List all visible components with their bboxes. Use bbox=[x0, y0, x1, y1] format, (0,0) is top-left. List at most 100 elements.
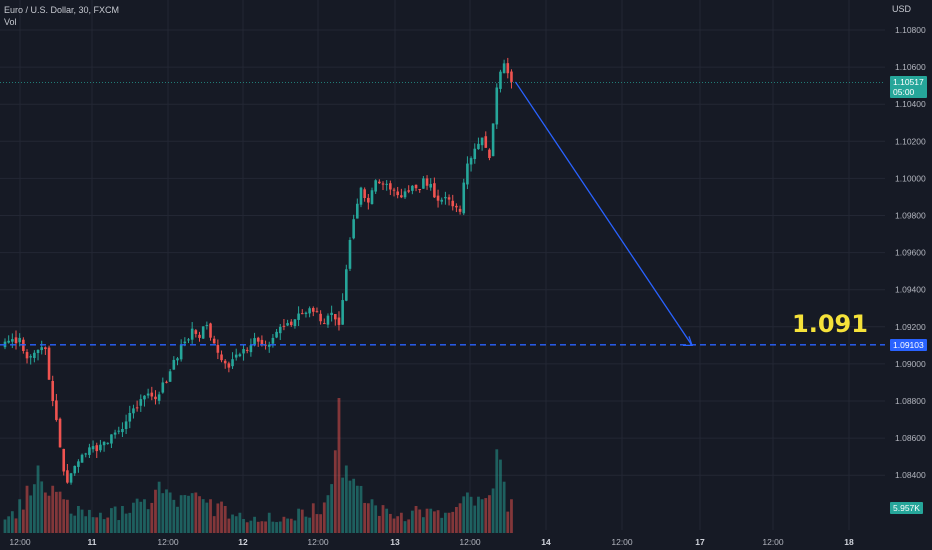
volume-bar bbox=[282, 516, 286, 533]
price-tick-label: 1.09000 bbox=[895, 359, 926, 369]
candle-body bbox=[62, 448, 66, 472]
volume-bar bbox=[432, 511, 436, 533]
time-tick-label: 14 bbox=[541, 537, 551, 547]
volume-bar bbox=[304, 516, 308, 533]
volume-bar bbox=[388, 513, 392, 533]
time-tick-label: 11 bbox=[88, 537, 97, 547]
candle-body bbox=[58, 418, 62, 448]
candle-body bbox=[381, 183, 385, 185]
volume-bar bbox=[462, 496, 466, 533]
volume-bar bbox=[477, 496, 480, 533]
volume-bar bbox=[300, 509, 304, 533]
price-axis[interactable]: 1.10800 1.10600 1.10400 1.10200 1.10000 1.098… bbox=[895, 25, 926, 480]
candle-body bbox=[7, 340, 10, 343]
candle-body bbox=[198, 334, 201, 338]
volume-indicator-label[interactable]: Vol bbox=[4, 17, 17, 27]
candle-body bbox=[469, 158, 473, 165]
volume-bar bbox=[25, 485, 29, 533]
volume-bar bbox=[80, 509, 84, 533]
volume-bar bbox=[322, 502, 326, 533]
volume-bars bbox=[3, 398, 513, 533]
volume-bar bbox=[469, 496, 473, 533]
candle-body bbox=[249, 345, 253, 353]
volume-bar bbox=[275, 522, 278, 533]
volume-bar bbox=[410, 510, 414, 533]
symbol-title[interactable]: Euro / U.S. Dollar, 30, FXCM bbox=[4, 5, 120, 15]
volume-bar bbox=[440, 517, 444, 533]
target-annotation-label[interactable]: 1.091 bbox=[792, 310, 868, 338]
candle-body bbox=[433, 183, 436, 198]
candle-body bbox=[106, 442, 110, 444]
volume-bar bbox=[201, 499, 205, 533]
volume-bar bbox=[124, 513, 128, 533]
volume-bar bbox=[333, 450, 337, 533]
volume-bar bbox=[480, 499, 484, 533]
candle-body bbox=[102, 441, 106, 446]
candle-body bbox=[322, 323, 326, 325]
volume-bar bbox=[179, 495, 183, 533]
volume-bar bbox=[190, 493, 194, 533]
price-tick-label: 1.10200 bbox=[895, 136, 926, 146]
time-tick-label: 12:00 bbox=[762, 537, 784, 547]
candle-body bbox=[348, 239, 352, 269]
volume-bar bbox=[359, 485, 363, 533]
volume-bar bbox=[212, 516, 216, 533]
candle-body bbox=[80, 454, 84, 463]
candle-body bbox=[278, 326, 282, 334]
volume-bar bbox=[385, 508, 389, 533]
time-axis[interactable]: 12:00 11 12:00 12 12:00 13 12:00 14 12:00 17 12:00… bbox=[9, 537, 854, 547]
volume-bar bbox=[10, 511, 14, 533]
candle-body bbox=[190, 328, 194, 340]
volume-bar bbox=[425, 508, 429, 533]
volume-bar bbox=[381, 505, 385, 533]
candle-body bbox=[209, 323, 212, 338]
volume-bar bbox=[161, 493, 165, 533]
volume-bar bbox=[429, 508, 433, 533]
volume-bar bbox=[447, 512, 451, 533]
candle-body bbox=[25, 352, 29, 359]
volume-bar bbox=[271, 521, 275, 533]
price-tick-label: 1.09400 bbox=[895, 285, 926, 295]
candle-body bbox=[286, 323, 289, 326]
projection-arrow-line[interactable] bbox=[514, 81, 693, 346]
candle-body bbox=[176, 358, 179, 361]
candle-body bbox=[510, 71, 513, 82]
candle-body bbox=[91, 446, 95, 450]
candle-body bbox=[194, 330, 198, 334]
candle-body bbox=[326, 315, 330, 325]
projection-arrow-head bbox=[683, 336, 693, 346]
volume-bar bbox=[370, 499, 374, 533]
volume-bar bbox=[297, 508, 300, 533]
volume-bar bbox=[502, 481, 506, 533]
candle-body bbox=[385, 183, 388, 185]
candle-body bbox=[477, 143, 480, 150]
volume-bar bbox=[198, 496, 201, 533]
candle-body bbox=[473, 148, 477, 160]
volume-bar bbox=[245, 522, 249, 533]
volume-bar bbox=[363, 502, 367, 533]
candle-body bbox=[396, 191, 399, 196]
candle-body bbox=[220, 354, 223, 361]
time-tick-label: 12:00 bbox=[157, 537, 179, 547]
volume-bar bbox=[510, 499, 513, 533]
candle-body bbox=[128, 412, 132, 422]
candle-body bbox=[216, 344, 220, 353]
time-tick-label: 12 bbox=[238, 537, 248, 547]
volume-bar bbox=[91, 517, 95, 533]
price-tick-label: 1.10600 bbox=[895, 62, 926, 72]
candle-body bbox=[260, 339, 264, 345]
volume-bar bbox=[377, 515, 381, 533]
volume-bar bbox=[110, 508, 113, 533]
volume-bar bbox=[143, 499, 146, 533]
volume-bar bbox=[407, 519, 411, 533]
volume-bar bbox=[344, 465, 348, 533]
volume-bar bbox=[150, 502, 154, 533]
volume-bar bbox=[183, 495, 187, 533]
candle-body bbox=[205, 324, 209, 326]
candle-body bbox=[117, 430, 121, 432]
price-tick-label: 1.08600 bbox=[895, 433, 926, 443]
time-tick-label: 18 bbox=[844, 537, 854, 547]
candle-body bbox=[418, 189, 422, 191]
candle-body bbox=[77, 461, 80, 467]
